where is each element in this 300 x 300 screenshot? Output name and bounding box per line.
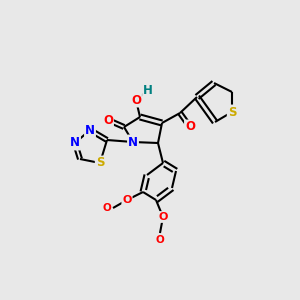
Text: N: N bbox=[128, 136, 138, 148]
Text: O: O bbox=[185, 121, 195, 134]
Text: S: S bbox=[96, 157, 104, 169]
Text: O: O bbox=[158, 212, 168, 222]
Text: O: O bbox=[103, 113, 113, 127]
Text: O: O bbox=[156, 235, 164, 245]
Text: O: O bbox=[102, 203, 111, 213]
Text: O: O bbox=[131, 94, 141, 106]
Text: H: H bbox=[143, 83, 153, 97]
Text: N: N bbox=[85, 124, 95, 136]
Text: S: S bbox=[228, 106, 236, 118]
Text: O: O bbox=[122, 195, 132, 205]
Text: N: N bbox=[70, 136, 80, 149]
